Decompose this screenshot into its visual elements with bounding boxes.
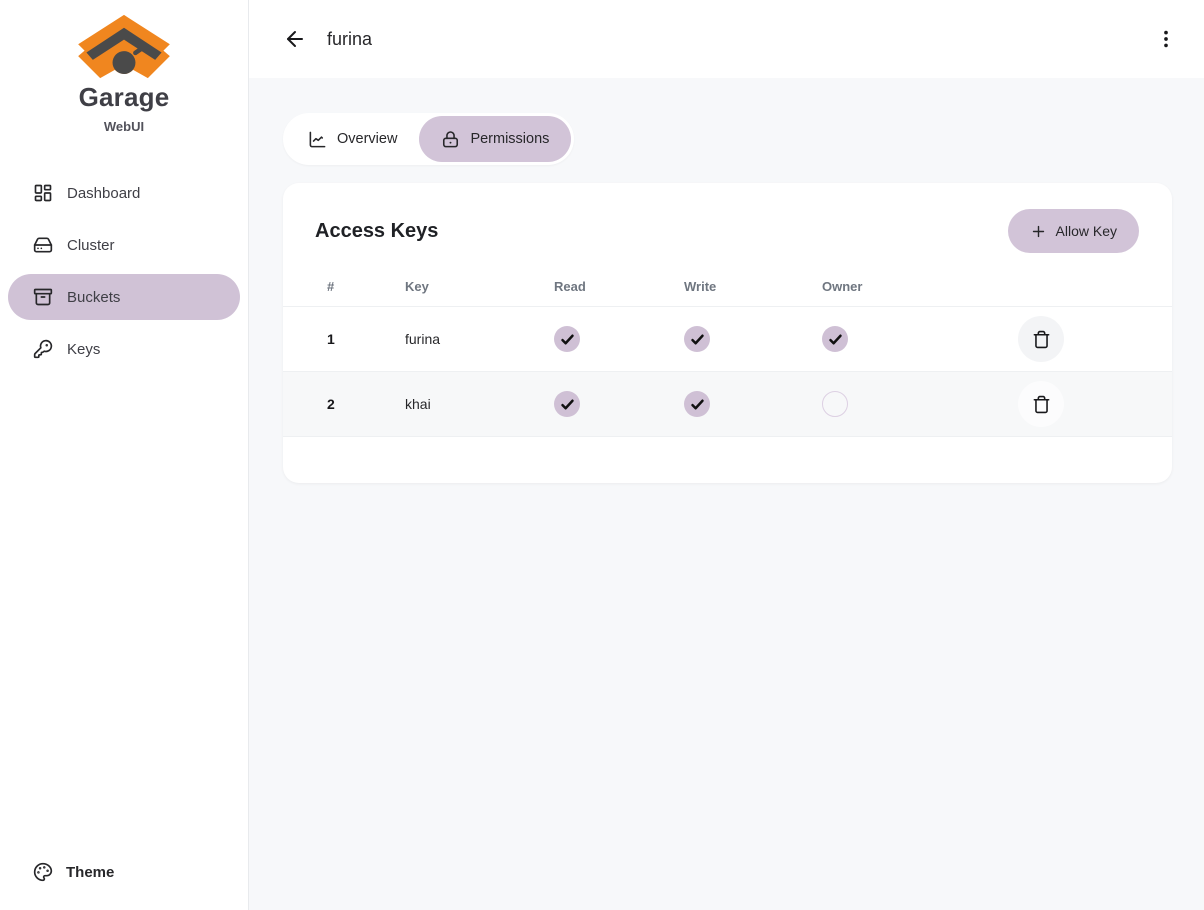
col-header-key: Key xyxy=(405,279,429,294)
sidebar-item-label: Buckets xyxy=(67,288,121,306)
col-header-index: # xyxy=(327,279,335,294)
lock-icon xyxy=(443,130,459,147)
sidebar-item-buckets[interactable]: Buckets xyxy=(8,274,240,320)
card-title: Access Keys xyxy=(315,219,439,242)
row-index: 2 xyxy=(327,396,335,412)
sidebar-item-cluster[interactable]: Cluster xyxy=(8,222,240,268)
table-row: 2 khai xyxy=(283,372,1172,437)
arrow-left-icon xyxy=(287,31,303,47)
tab-overview[interactable]: Overview xyxy=(286,116,419,162)
back-button[interactable] xyxy=(283,27,307,51)
delete-key-button[interactable] xyxy=(1018,381,1064,427)
kebab-menu-icon xyxy=(1164,30,1168,48)
owner-checkbox[interactable] xyxy=(822,391,848,417)
tab-label: Overview xyxy=(337,131,398,147)
palette-icon xyxy=(33,862,53,882)
main-area: furina Overview Permissions xyxy=(249,0,1204,910)
dashboard-icon xyxy=(34,184,52,202)
tab-bar: Overview Permissions xyxy=(283,113,575,165)
owner-checkbox[interactable] xyxy=(822,326,848,352)
logo-block: Garage WebUI xyxy=(8,12,240,134)
theme-button[interactable]: Theme xyxy=(8,852,240,892)
access-keys-table: # Key Read Write Owner 1 furina xyxy=(283,267,1172,437)
sidebar-item-label: Cluster xyxy=(67,236,115,254)
trash-icon xyxy=(1033,395,1049,413)
trash-icon xyxy=(1033,330,1049,348)
row-key-name: khai xyxy=(405,396,431,412)
hard-drive-icon xyxy=(33,237,53,253)
sidebar-item-label: Keys xyxy=(67,340,101,358)
row-index: 1 xyxy=(327,331,335,347)
sidebar: Garage WebUI Dashboard Cluster Buckets xyxy=(0,0,249,910)
table-header-row: # Key Read Write Owner xyxy=(283,267,1172,307)
col-header-owner: Owner xyxy=(822,279,863,294)
topbar: furina xyxy=(249,0,1204,78)
read-checkbox[interactable] xyxy=(554,391,580,417)
col-header-read: Read xyxy=(554,279,586,294)
chart-line-icon xyxy=(309,131,326,147)
check-icon xyxy=(560,334,574,344)
row-key-name: furina xyxy=(405,331,441,347)
read-checkbox[interactable] xyxy=(554,326,580,352)
app-name: Garage xyxy=(78,82,170,112)
allow-key-button[interactable]: Allow Key xyxy=(1007,209,1139,253)
sidebar-item-dashboard[interactable]: Dashboard xyxy=(8,170,240,216)
tab-label: Permissions xyxy=(470,131,550,147)
kebab-menu-button[interactable] xyxy=(1152,25,1180,53)
sidebar-spacer xyxy=(8,372,240,852)
sidebar-item-label: Dashboard xyxy=(67,184,141,202)
card-header: Access Keys Allow Key xyxy=(283,209,1172,253)
write-checkbox[interactable] xyxy=(684,326,710,352)
archive-icon xyxy=(33,288,53,306)
content: Overview Permissions Access Keys Allow K… xyxy=(249,78,1204,910)
table-row: 1 furina xyxy=(283,307,1172,372)
col-header-write: Write xyxy=(684,279,717,294)
tab-permissions[interactable]: Permissions xyxy=(419,116,572,162)
delete-key-button[interactable] xyxy=(1018,316,1064,362)
check-icon xyxy=(690,399,704,409)
access-keys-card: Access Keys Allow Key # Key Read Write O… xyxy=(283,183,1172,483)
check-icon xyxy=(560,399,574,409)
check-icon xyxy=(690,334,704,344)
key-icon xyxy=(33,339,53,359)
plus-icon xyxy=(1032,225,1044,237)
theme-label: Theme xyxy=(66,863,115,881)
sidebar-item-keys[interactable]: Keys xyxy=(8,326,240,372)
write-checkbox[interactable] xyxy=(684,391,710,417)
sidebar-nav: Dashboard Cluster Buckets Keys xyxy=(8,170,240,372)
allow-key-label: Allow Key xyxy=(1055,223,1117,239)
check-icon xyxy=(828,334,842,344)
garage-logo-icon xyxy=(78,14,170,79)
app-subtitle: WebUI xyxy=(103,119,145,134)
page-title: furina xyxy=(327,28,373,49)
